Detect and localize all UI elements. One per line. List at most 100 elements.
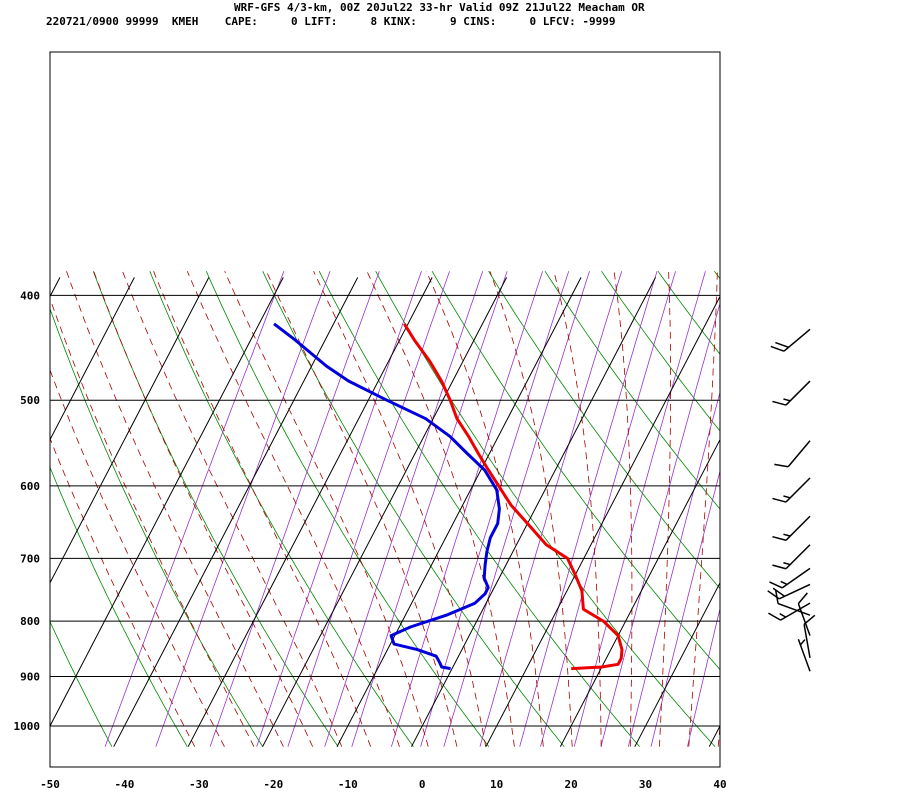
dry-adiabat-line — [318, 271, 640, 747]
wind-barb-shaft — [785, 515, 811, 541]
moist-adiabat-line — [266, 271, 458, 747]
dry-adiabat-line — [544, 270, 720, 510]
moist-adiabat-line — [122, 271, 343, 747]
isotherm-line — [708, 724, 720, 747]
mixing-ratio-line — [420, 271, 570, 747]
moist-adiabat-line — [717, 721, 720, 747]
moist-adiabat-line — [688, 271, 718, 747]
wind-barb — [768, 602, 811, 621]
wind-barb-half-feather — [780, 580, 788, 586]
dry-adiabat-line — [149, 271, 414, 747]
temperature-tick-label: 0 — [419, 778, 426, 791]
moist-adiabat-line — [489, 271, 573, 747]
wind-barb — [803, 614, 816, 658]
moist-adiabat-line — [553, 271, 602, 747]
dewpoint-trace — [273, 322, 501, 671]
wind-barb-feather — [772, 497, 787, 503]
wind-barb-feather — [772, 400, 787, 406]
moist-adiabat-line — [186, 271, 400, 747]
pressure-tick-label: 600 — [20, 480, 40, 493]
wind-barb-shaft — [785, 544, 811, 570]
wind-barb-shaft — [785, 477, 811, 503]
dry-adiabat-line — [657, 270, 720, 355]
dry-adiabat-line — [827, 271, 900, 747]
dry-adiabat-line — [50, 620, 113, 747]
wind-barb — [770, 328, 811, 352]
wind-barb-half-feather — [783, 533, 791, 537]
wind-barb-feather — [772, 535, 787, 542]
moist-adiabat-line — [425, 271, 544, 747]
mixing-ratio-line — [104, 271, 285, 747]
mixing-ratio-line — [650, 469, 720, 747]
isotherm-line — [113, 277, 359, 747]
wind-barb — [774, 440, 811, 468]
wind-barb-shaft — [785, 380, 811, 406]
wind-barb-half-feather — [783, 398, 791, 402]
mixing-ratio-line — [287, 271, 450, 747]
wind-barb-shaft — [787, 440, 811, 468]
temperature-tick-label: -50 — [40, 778, 60, 791]
wind-barb-feather — [797, 592, 808, 605]
wind-barb-feather — [803, 614, 816, 625]
moist-adiabat-line — [659, 271, 671, 747]
dry-adiabat-line — [884, 271, 900, 747]
wind-barb — [797, 592, 811, 636]
mixing-ratio-line — [540, 271, 676, 747]
wind-barbs — [767, 328, 816, 672]
temperature-tick-label: 30 — [639, 778, 652, 791]
wind-barb — [769, 567, 811, 589]
wind-barb — [772, 380, 811, 406]
wind-barb-shaft — [777, 602, 811, 616]
temperature-tick-label: 20 — [564, 778, 577, 791]
isotherm-line — [336, 277, 582, 747]
isotherm-line — [262, 277, 508, 747]
pressure-tick-label: 800 — [20, 615, 40, 628]
dry-adiabat-line — [50, 307, 264, 747]
wind-barb-feather — [768, 612, 781, 621]
moist-adiabat-line — [613, 271, 633, 747]
pressure-tick-label: 900 — [20, 670, 40, 683]
mixing-ratio-line — [600, 302, 720, 747]
isotherm-line — [634, 581, 720, 747]
temperature-tick-label: -30 — [189, 778, 209, 791]
temperature-tick-label: 40 — [713, 778, 726, 791]
moist-adiabat-line — [153, 271, 372, 747]
mixing-ratio-line — [519, 271, 658, 747]
wind-barb-feather — [775, 341, 789, 349]
dry-adiabat-line — [92, 271, 339, 747]
mixing-ratio-line — [443, 271, 590, 747]
wind-barb-half-feather — [783, 495, 791, 499]
wind-barb-shaft — [803, 624, 811, 658]
wind-barb-shaft — [781, 567, 811, 589]
mixing-ratio-line — [324, 271, 484, 747]
sounding-traces — [273, 322, 624, 671]
wind-barb-feather — [772, 564, 787, 570]
axis-tick-labels: 400 500 600 700 800 900 1000 -50 -40 -30 -20 -10 0 10… — [14, 289, 727, 791]
wind-barb — [772, 477, 811, 503]
isotherm-line — [485, 295, 720, 747]
dry-adiabat-line — [431, 270, 720, 671]
temperature-tick-label: -20 — [263, 778, 283, 791]
mixing-ratio-line — [256, 271, 422, 747]
dry-adiabat-line — [205, 271, 490, 747]
mixing-ratio-line — [687, 607, 720, 747]
dry-adiabat-line — [714, 270, 720, 280]
wind-barb-feather — [774, 463, 789, 468]
wind-barb-shaft — [783, 328, 811, 352]
mixing-ratio-line — [573, 271, 706, 747]
mixing-ratio-line — [209, 271, 380, 747]
wind-barb-feather — [774, 589, 779, 604]
mixing-ratio-line — [627, 391, 720, 747]
dry-adiabat-line — [488, 270, 720, 590]
moist-adiabat-line — [366, 271, 515, 747]
temperature-tick-label: -10 — [338, 778, 358, 791]
moist-adiabat-line — [224, 271, 429, 747]
plot-frame — [49, 51, 721, 768]
mixing-ratio-line — [479, 271, 623, 747]
wind-barb-half-feather — [799, 639, 806, 646]
isotherm-line — [50, 277, 210, 584]
pressure-tick-label: 500 — [20, 394, 40, 407]
dry-adiabat-line — [601, 270, 720, 432]
wind-barb — [772, 515, 811, 542]
